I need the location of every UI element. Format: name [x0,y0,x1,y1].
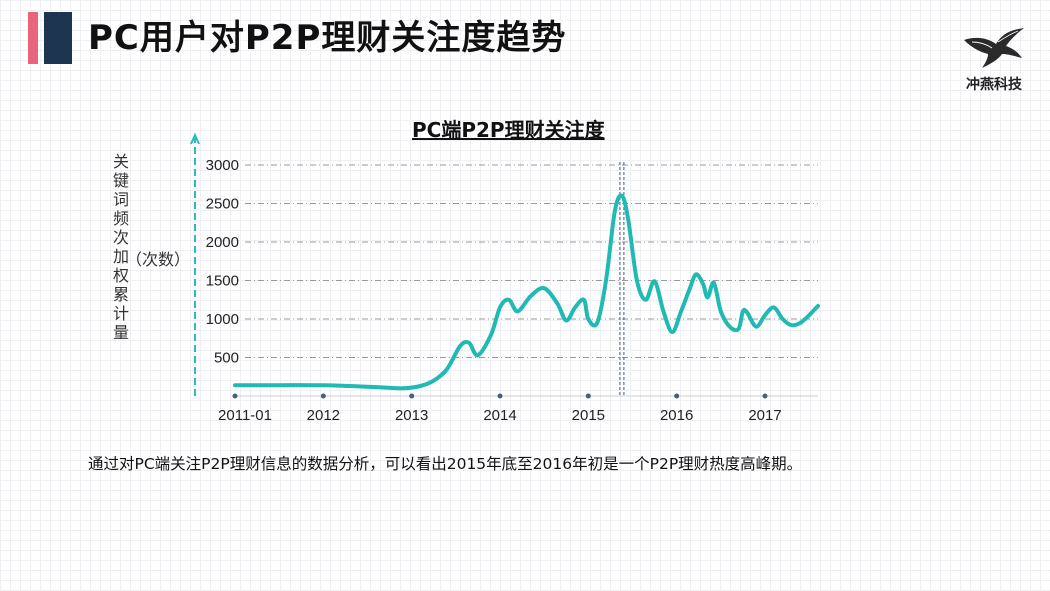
y-tick-label: 1500 [206,273,239,290]
y-tick-label: 1000 [206,311,239,328]
y-tick-label: 3000 [206,157,239,174]
page-title: PC用户对P2P理财关注度趋势 [88,18,567,58]
chart-title: PC端P2P理财关注度 [412,118,605,142]
x-tick-label: 2013 [395,407,428,424]
x-tick-label: 2017 [748,407,781,424]
line-chart: 500 1000 1500 2000 2500 3000 2011-01 2012 2013 20… [190,132,820,424]
x-tick-dot [585,393,591,399]
x-tick-dot [232,393,238,399]
y-axis-label: 关键词频次加权累计量 [110,153,129,343]
y-tick-label: 2000 [206,234,239,251]
y-tick-label: 2500 [206,196,239,213]
x-tick-label: 2016 [660,407,693,424]
analysis-caption: 通过对PC端关注P2P理财信息的数据分析，可以看出2015年底至2016年初是一… [88,455,803,473]
x-tick-dot [674,393,680,399]
x-tick-dot [409,393,415,399]
y-tick-label: 500 [214,350,239,367]
x-tick-label: 2011-01 [218,407,272,424]
series-line-0 [233,193,820,391]
y-axis-unit: （次数） [126,250,191,269]
brand-logo: 冲燕科技 [956,26,1032,100]
x-tick-dot [320,393,326,399]
x-tick-label: 2015 [572,407,605,424]
y-axis-arrow-icon [190,132,200,145]
x-tick-label: 2014 [483,407,516,424]
swallow-icon [964,28,1024,68]
x-tick-dot [497,393,503,399]
x-tick-dot [762,393,768,399]
brand-name: 冲燕科技 [966,77,1022,93]
x-tick-label: 2012 [307,407,340,424]
title-accent-pink [28,12,38,64]
title-accent-navy [44,12,72,64]
